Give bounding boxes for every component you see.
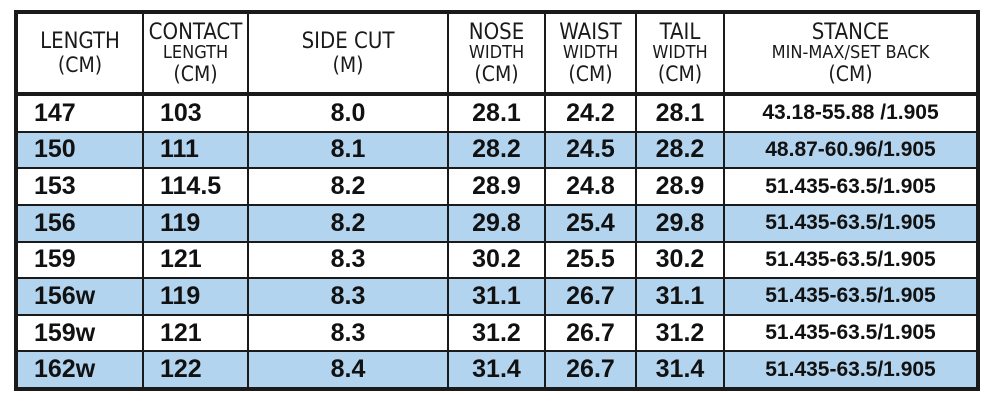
cell-contact-length: 103 xyxy=(143,94,249,133)
cell-stance: 51.435-63.5/1.905 xyxy=(724,278,976,316)
header-unit: (cm) xyxy=(657,61,703,86)
header-unit: (m) xyxy=(332,52,364,77)
cell-nose-width: 28.2 xyxy=(448,131,546,170)
header-unit: (cm) xyxy=(57,52,103,77)
size-spec-table: LENGTH (cm) CONTACT LENGTH (cm) SIDE CUT… xyxy=(18,14,976,387)
cell-waist-width: 25.4 xyxy=(545,204,637,243)
table-row: 159w 121 8.3 31.2 26.7 31.2 51.435-63.5/… xyxy=(18,314,976,353)
cell-nose-width: 28.9 xyxy=(448,168,546,206)
header-length: LENGTH (cm) xyxy=(18,14,144,94)
table-row: 162w 122 8.4 31.4 26.7 31.4 51.435-63.5/… xyxy=(18,351,976,387)
cell-waist-width: 25.5 xyxy=(545,241,637,280)
cell-waist-width: 24.8 xyxy=(545,168,637,206)
cell-length: 156w xyxy=(18,278,144,316)
table-row: 153 114.5 8.2 28.9 24.8 28.9 51.435-63.5… xyxy=(18,168,976,206)
spec-table-frame: LENGTH (cm) CONTACT LENGTH (cm) SIDE CUT… xyxy=(14,10,980,391)
cell-contact-length: 122 xyxy=(143,351,249,387)
cell-length: 153 xyxy=(18,168,144,206)
cell-side-cut: 8.0 xyxy=(248,94,449,133)
cell-stance: 51.435-63.5/1.905 xyxy=(724,204,976,243)
table-row: 147 103 8.0 28.1 24.2 28.1 43.18-55.88 /… xyxy=(18,94,976,133)
header-label: LENGTH xyxy=(40,29,120,55)
header-sublabel: LENGTH xyxy=(162,42,229,64)
header-unit: (cm) xyxy=(568,61,613,86)
cell-tail-width: 28.2 xyxy=(636,131,725,170)
cell-nose-width: 31.2 xyxy=(448,314,546,353)
header-sublabel: MIN-MAX/SET BACK xyxy=(771,42,930,64)
cell-waist-width: 26.7 xyxy=(545,314,637,353)
cell-contact-length: 119 xyxy=(143,278,249,316)
cell-length: 159w xyxy=(18,314,144,353)
header-sublabel: WIDTH xyxy=(652,42,708,64)
cell-length: 159 xyxy=(18,241,144,280)
cell-nose-width: 31.1 xyxy=(448,278,546,316)
header-row: LENGTH (cm) CONTACT LENGTH (cm) SIDE CUT… xyxy=(18,14,976,94)
cell-tail-width: 28.9 xyxy=(636,168,725,206)
header-label: STANCE xyxy=(811,19,890,45)
header-unit: (cm) xyxy=(828,61,873,86)
cell-length: 147 xyxy=(18,94,144,133)
header-stance: STANCE MIN-MAX/SET BACK (cm) xyxy=(724,14,976,94)
cell-waist-width: 26.7 xyxy=(545,278,637,316)
cell-stance: 51.435-63.5/1.905 xyxy=(724,314,976,353)
cell-waist-width: 24.2 xyxy=(545,94,637,133)
header-tail-width: TAIL WIDTH (cm) xyxy=(636,14,725,94)
cell-tail-width: 29.8 xyxy=(636,204,725,243)
cell-length: 162w xyxy=(18,351,144,387)
cell-contact-length: 111 xyxy=(143,131,249,170)
cell-tail-width: 28.1 xyxy=(636,94,725,133)
header-label: CONTACT xyxy=(148,19,243,45)
header-contact-length: CONTACT LENGTH (cm) xyxy=(143,14,249,94)
cell-length: 150 xyxy=(18,131,144,170)
cell-waist-width: 26.7 xyxy=(545,351,637,387)
cell-contact-length: 119 xyxy=(143,204,249,243)
cell-tail-width: 31.2 xyxy=(636,314,725,353)
cell-tail-width: 31.1 xyxy=(636,278,725,316)
header-nose-width: NOSE WIDTH (cm) xyxy=(448,14,546,94)
header-unit: (cm) xyxy=(173,61,218,86)
header-unit: (cm) xyxy=(474,61,519,86)
cell-stance: 48.87-60.96/1.905 xyxy=(724,131,976,170)
cell-stance: 43.18-55.88 /1.905 xyxy=(724,94,976,133)
cell-side-cut: 8.1 xyxy=(248,131,449,170)
cell-side-cut: 8.2 xyxy=(248,204,449,243)
header-sublabel: WIDTH xyxy=(468,42,525,64)
header-waist-width: WAIST WIDTH (cm) xyxy=(545,14,637,94)
cell-side-cut: 8.3 xyxy=(248,278,449,316)
cell-nose-width: 28.1 xyxy=(448,94,546,133)
cell-side-cut: 8.3 xyxy=(248,241,449,280)
cell-length: 156 xyxy=(18,204,144,243)
cell-side-cut: 8.4 xyxy=(248,351,449,387)
cell-side-cut: 8.2 xyxy=(248,168,449,206)
cell-side-cut: 8.3 xyxy=(248,314,449,353)
cell-nose-width: 30.2 xyxy=(448,241,546,280)
cell-waist-width: 24.5 xyxy=(545,131,637,170)
table-row: 150 111 8.1 28.2 24.5 28.2 48.87-60.96/1… xyxy=(18,131,976,170)
header-label: TAIL xyxy=(659,19,701,45)
cell-stance: 51.435-63.5/1.905 xyxy=(724,168,976,206)
cell-nose-width: 29.8 xyxy=(448,204,546,243)
table-row: 156 119 8.2 29.8 25.4 29.8 51.435-63.5/1… xyxy=(18,204,976,243)
cell-contact-length: 114.5 xyxy=(143,168,249,206)
table-row: 159 121 8.3 30.2 25.5 30.2 51.435-63.5/1… xyxy=(18,241,976,280)
header-label: NOSE xyxy=(468,19,525,45)
header-sublabel: WIDTH xyxy=(562,42,619,64)
header-side-cut: SIDE CUT (m) xyxy=(248,14,449,94)
cell-contact-length: 121 xyxy=(143,241,249,280)
header-label: WAIST xyxy=(559,19,622,45)
cell-stance: 51.435-63.5/1.905 xyxy=(724,241,976,280)
table-row: 156w 119 8.3 31.1 26.7 31.1 51.435-63.5/… xyxy=(18,278,976,316)
cell-contact-length: 121 xyxy=(143,314,249,353)
cell-stance: 51.435-63.5/1.905 xyxy=(724,351,976,387)
cell-tail-width: 31.4 xyxy=(636,351,725,387)
cell-tail-width: 30.2 xyxy=(636,241,725,280)
cell-nose-width: 31.4 xyxy=(448,351,546,387)
header-label: SIDE CUT xyxy=(301,29,395,55)
